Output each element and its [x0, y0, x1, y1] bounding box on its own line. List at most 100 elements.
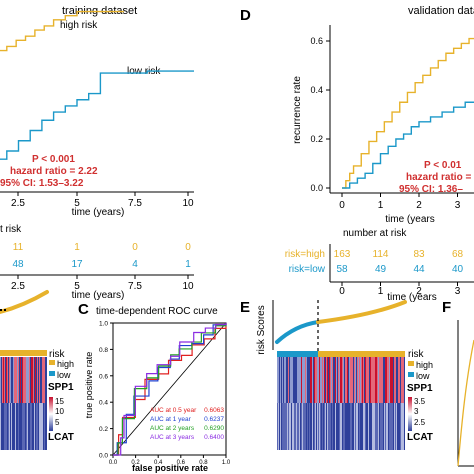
validation-spp1-cell: [358, 357, 359, 403]
validation-spp1-cell: [329, 357, 330, 403]
validation-spp1-cell: [397, 357, 398, 403]
training-lcat-cell: [29, 403, 30, 450]
validation-km-panel: D validation data recurrence rate 0.0 0.2…: [240, 5, 474, 225]
training-ci: 95% CI: 1.53–3.22: [0, 178, 84, 189]
risk-scores-ylabel: risk Scores: [256, 305, 267, 354]
validation-lcat-cell: [289, 403, 290, 450]
training-at-risk-tick-label: 10: [182, 281, 194, 292]
validation-at-risk-low-value: 40: [452, 264, 464, 275]
validation-spp1-cell: [348, 357, 349, 403]
training-high-label: high: [57, 359, 74, 369]
validation-spp1-cell: [317, 357, 318, 403]
training-spp1-cell: [27, 357, 28, 403]
training-heatmap-panel: risk high low SPP1 15 10 5 LCAT: [0, 290, 74, 450]
validation-risk-bar-low: [277, 351, 318, 357]
validation-lcat-cell: [343, 403, 344, 450]
validation-lcat-cell: [375, 403, 376, 450]
roc-y-tick-label: 0.8: [99, 347, 108, 354]
validation-at-risk-low-value: 44: [413, 264, 425, 275]
training-spp1-cell: [3, 357, 4, 403]
validation-lcat-cell: [331, 403, 332, 450]
validation-spp1-cell: [296, 357, 297, 403]
validation-lcat-cell: [391, 403, 392, 450]
validation-spp1-cell: [354, 357, 355, 403]
training-at-risk-low-row: 48 17 4 1: [12, 259, 191, 270]
training-lcat-cell: [6, 403, 7, 450]
training-spp1-cell: [42, 357, 43, 403]
panel-e-letter: E: [240, 299, 250, 316]
validation-lcat-cell: [403, 403, 404, 450]
training-spp1-cell: [6, 357, 7, 403]
validation-low-label: low: [416, 371, 430, 381]
validation-lcat-cell: [321, 403, 322, 450]
training-lcat-cell: [20, 403, 21, 450]
validation-lcat-cell: [303, 403, 304, 450]
training-at-risk-title: t risk: [0, 224, 22, 235]
training-lcat-cell: [41, 403, 42, 450]
validation-spp1-cell: [368, 357, 369, 403]
training-lcat-cell: [37, 403, 38, 450]
validation-at-risk-high-value: 68: [452, 249, 464, 260]
validation-lcat-cell: [363, 403, 364, 450]
validation-lcat-cell: [372, 403, 373, 450]
validation-lcat-cell: [315, 403, 316, 450]
validation-lcat-cell: [333, 403, 334, 450]
roc-title: time-dependent ROC curve: [96, 306, 218, 317]
training-lcat-cell: [14, 403, 15, 450]
validation-spp1-cell: [297, 357, 298, 403]
validation-lcat-cell: [336, 403, 337, 450]
validation-spp1-cell: [285, 357, 286, 403]
validation-spp1-cell: [361, 357, 362, 403]
validation-at-risk-tick-label: 2: [416, 286, 422, 297]
training-low-risk-curve: [0, 70, 194, 160]
validation-lcat-cell: [324, 403, 325, 450]
validation-spp1-cell: [307, 357, 308, 403]
validation-lcat-cell: [290, 403, 291, 450]
validation-spp1-cell: [344, 357, 345, 403]
validation-lcat-cell: [396, 403, 397, 450]
validation-spp1-cell: [391, 357, 392, 403]
validation-lcat-cell: [352, 403, 353, 450]
training-at-risk-table: t risk 11 1 0 0 48 17 4 1 2.5 5 7.5 10 time (year…: [0, 224, 194, 301]
validation-at-risk-high-row: 163 114 83 68: [334, 249, 464, 260]
validation-spp1-cell: [282, 357, 283, 403]
training-km-panel: training dataset high risk low risk 2.5 5…: [0, 5, 194, 218]
validation-spp1-cell: [353, 357, 354, 403]
training-spp1-cell: [22, 357, 23, 403]
validation-lcat-cell: [346, 403, 347, 450]
training-spp1-cell: [7, 357, 8, 403]
validation-spp1-cell: [314, 357, 315, 403]
roc-x-tick-label: 0.6: [177, 460, 186, 466]
validation-spp1-cell: [337, 357, 338, 403]
validation-lcat-cell: [304, 403, 305, 450]
training-lcat-cell: [5, 403, 6, 450]
training-at-risk-high-value: 11: [13, 242, 24, 253]
training-lcat-cell: [23, 403, 24, 450]
training-at-risk-low-value: 48: [12, 259, 24, 270]
training-low-label: low: [57, 370, 71, 380]
validation-y-tick-label: 0.2: [310, 134, 323, 144]
validation-spp1-cell: [392, 357, 393, 403]
training-spp1-cell: [16, 357, 17, 403]
roc-x-ticks: 0.0 0.2 0.4 0.6 0.8 1.0: [109, 455, 231, 466]
training-curves: [0, 10, 194, 160]
training-lcat-cell: [3, 403, 4, 450]
training-spp1-label: SPP1: [48, 382, 74, 393]
validation-lcat-cell: [366, 403, 367, 450]
training-spp1-cell: [44, 357, 45, 403]
training-x-ticks: 2.5 5 7.5 10: [11, 192, 194, 209]
validation-spp1-cell: [339, 357, 340, 403]
validation-lcat-cell: [386, 403, 387, 450]
validation-spp1-heatmap: [277, 357, 405, 403]
validation-high-label: high: [416, 360, 433, 370]
training-at-risk-low-value: 1: [185, 259, 191, 270]
validation-lcat-cell: [301, 403, 302, 450]
validation-spp1-cell: [277, 357, 278, 403]
training-at-risk-tick-label: 2.5: [11, 281, 25, 292]
training-spp1-cell: [4, 357, 5, 403]
validation-lcat-heatmap: [277, 403, 405, 450]
training-lcat-cell: [46, 403, 47, 450]
training-lcat-label: LCAT: [48, 432, 74, 443]
validation-spp1-cell: [387, 357, 388, 403]
training-spp1-cell: [9, 357, 10, 403]
